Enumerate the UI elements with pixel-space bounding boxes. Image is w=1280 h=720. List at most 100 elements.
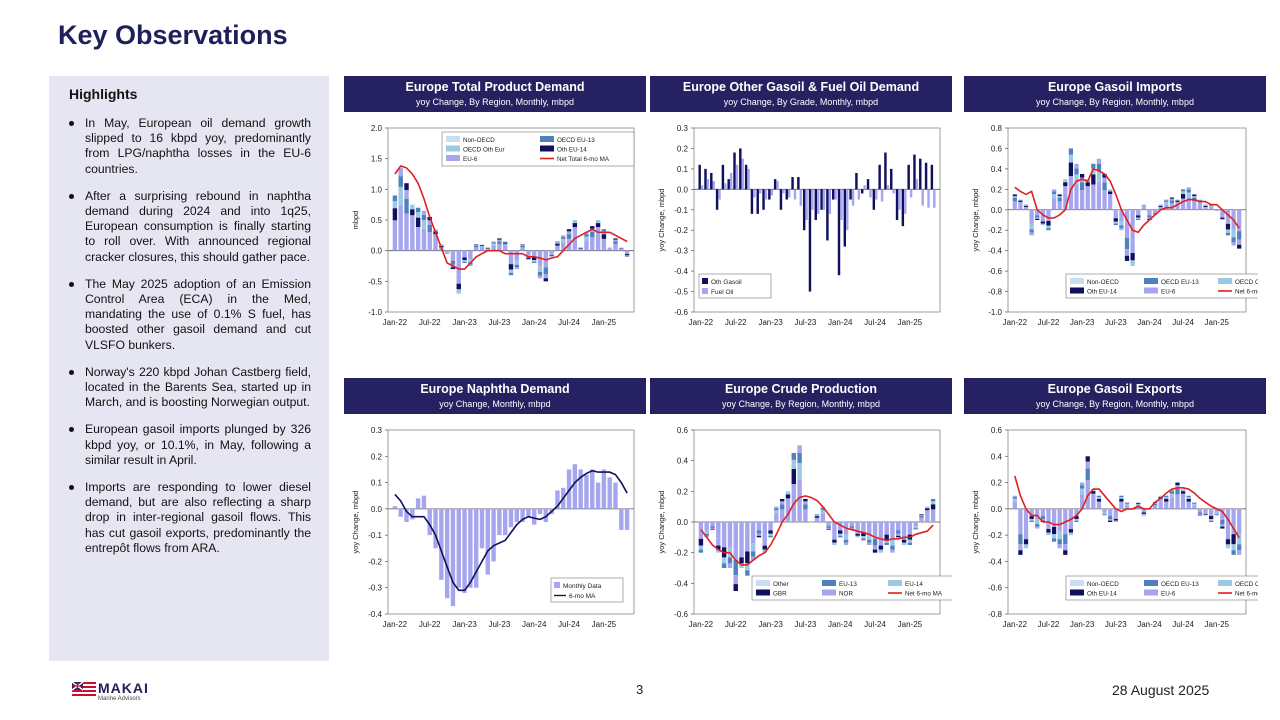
- bar-monthly: [410, 508, 415, 520]
- bar-stack-segment: [704, 522, 709, 531]
- bar-stack-segment: [721, 557, 727, 564]
- bar-stack-segment: [872, 549, 878, 553]
- bar-stack-segment: [1175, 494, 1180, 509]
- bar-fuel-oil: [805, 189, 808, 220]
- bar-monthly: [555, 490, 560, 509]
- y-tick-label: -0.2: [674, 549, 688, 558]
- bar-stack-segment: [1180, 194, 1186, 199]
- bar-fuel-oil: [787, 189, 791, 198]
- legend-label: OECD EU-13: [557, 137, 595, 144]
- bar-stack-segment: [1051, 189, 1057, 192]
- bar-stack-segment: [1237, 239, 1242, 245]
- legend-swatch: [888, 580, 902, 586]
- bar-stack-segment: [1068, 508, 1074, 524]
- bar-monthly: [508, 508, 514, 528]
- bar-stack-segment: [1186, 498, 1191, 502]
- bar-stack-segment: [1180, 493, 1186, 499]
- bar-stack-segment: [1068, 523, 1074, 530]
- bar-stack-segment: [1091, 174, 1096, 185]
- bar-stack-segment: [1068, 154, 1074, 163]
- bar-stack-segment: [768, 530, 773, 534]
- y-tick-label: 0.2: [677, 144, 689, 153]
- legend-box: [698, 273, 772, 299]
- bar-stack-segment: [1169, 498, 1175, 509]
- x-tick-label: Jan-22: [689, 318, 714, 327]
- bar-stack-segment: [392, 220, 398, 251]
- bar-stack-segment: [421, 210, 427, 215]
- bar-stack-segment: [826, 527, 831, 529]
- bar-stack-segment: [930, 509, 936, 522]
- bar-stack-segment: [1175, 201, 1180, 205]
- bar-stack-segment: [1029, 229, 1034, 233]
- bar-stack-segment: [710, 527, 715, 529]
- bar-stack-segment: [572, 220, 578, 224]
- bar-stack-segment: [1197, 204, 1203, 210]
- bar-stack-segment: [919, 516, 924, 518]
- bar-monthly: [537, 508, 543, 515]
- bar-stack-segment: [404, 213, 409, 251]
- bar-stack-segment: [491, 243, 496, 246]
- bar-stack-segment: [1057, 197, 1062, 202]
- bar-oth-gasoil: [797, 177, 800, 190]
- bar-stack-segment: [1136, 502, 1141, 504]
- bar-oth-gasoil: [861, 189, 864, 194]
- bar-stack-segment: [1203, 512, 1208, 514]
- bar-stack-segment: [872, 538, 878, 546]
- bar-stack-segment: [1057, 201, 1062, 210]
- bar-stack-segment: [1231, 237, 1236, 242]
- legend-swatch: [540, 136, 554, 142]
- bar-stack-segment: [1074, 516, 1079, 519]
- bar-stack-segment: [855, 530, 860, 534]
- bar-stack-segment: [502, 242, 508, 244]
- hawaii-flag-icon: [72, 682, 96, 698]
- y-tick-label: -1.0: [988, 308, 1002, 317]
- bar-stack-segment: [1068, 176, 1074, 210]
- chart-total-product-demand: -1.0 -0.5 0.0 0.5 1.0 1.5 2.0 mbpd Jan-22 Jul-22 J…: [351, 124, 635, 327]
- bar-stack-segment: [785, 494, 791, 499]
- bar-stack-segment: [925, 506, 930, 509]
- bar-stack-segment: [832, 539, 837, 543]
- bar-stack-segment: [1113, 516, 1118, 519]
- x-tick-label: Jan-25: [898, 318, 923, 327]
- bar-fuel-oil: [846, 189, 849, 231]
- bar-stack-segment: [1096, 498, 1102, 502]
- bar-stack-segment: [508, 250, 514, 265]
- bar-stack-segment: [410, 215, 415, 226]
- bar-fuel-oil: [863, 185, 866, 190]
- bar-stack-segment: [1158, 204, 1163, 206]
- y-tick-label: 0.0: [991, 206, 1003, 215]
- bar-stack-segment: [1186, 197, 1191, 210]
- bar-oth-gasoil: [924, 162, 928, 190]
- plot-area: [1007, 429, 1247, 615]
- bar-monthly: [468, 508, 473, 588]
- bar-stack-segment: [838, 533, 843, 536]
- x-tick-label: Jul-22: [419, 318, 441, 327]
- bar-monthly: [624, 508, 630, 530]
- bar-monthly: [473, 508, 479, 588]
- bar-stack-segment: [1197, 514, 1203, 516]
- y-tick-label: -0.2: [988, 531, 1002, 540]
- bar-stack-segment: [1063, 550, 1068, 555]
- bar-stack-segment: [1051, 194, 1057, 199]
- bar-stack-segment: [733, 522, 738, 560]
- bar-stack-segment: [727, 563, 733, 568]
- bar-stack-segment: [1051, 191, 1057, 195]
- chart-title: Europe Gasoil Exports: [1047, 382, 1183, 396]
- bar-stack-segment: [716, 538, 721, 546]
- bar-monthly: [491, 508, 496, 562]
- bar-stack-segment: [468, 250, 473, 260]
- bar-stack-segment: [1130, 253, 1135, 261]
- bar-stack-segment: [578, 248, 583, 251]
- chart-title: Europe Other Gasoil & Fuel Oil Demand: [682, 80, 920, 94]
- chart-panel-naphtha-demand: Europe Naphtha Demand yoy Change, Monthl…: [344, 378, 646, 636]
- legend-swatch: [554, 582, 560, 588]
- bar-stack-segment: [1124, 237, 1130, 250]
- bar-fuel-oil: [782, 189, 785, 194]
- bar-stack-segment: [1209, 516, 1214, 519]
- bar-stack-segment: [1164, 200, 1169, 202]
- bar-stack-segment: [1018, 508, 1023, 535]
- x-tick-label: Jul-22: [1038, 620, 1060, 629]
- bar-stack-segment: [1096, 497, 1102, 499]
- bar-stack-segment: [1035, 524, 1040, 527]
- bar-stack-segment: [508, 269, 514, 273]
